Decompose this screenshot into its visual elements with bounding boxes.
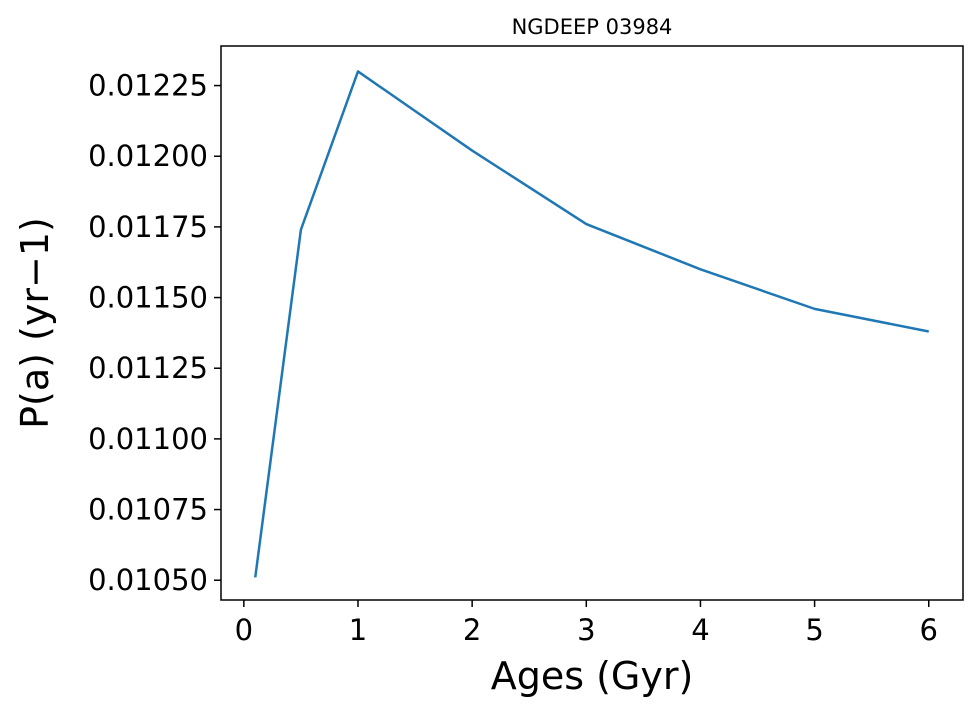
x-tick-label: 4 [691,613,709,647]
x-tick-label: 5 [805,613,823,647]
series-line [254,70,929,578]
y-tick-label: 0.01050 [88,563,208,597]
y-tick-label: 0.01150 [88,281,208,315]
y-tick-label: 0.01075 [88,493,208,527]
x-tick-label: 6 [920,613,938,647]
x-tick-label: 1 [349,613,367,647]
y-axis-label: P(a) (yr−1) [13,217,57,429]
y-tick-label: 0.01100 [88,422,208,456]
x-axis: 0 1 2 3 4 5 6 [235,600,938,647]
x-axis-label: Ages (Gyr) [491,654,694,698]
chart-title: NGDEEP 03984 [512,15,673,39]
y-tick-label: 0.01200 [88,139,208,173]
y-axis: 0.01050 0.01075 0.01100 0.01125 0.01150 0.011… [88,69,221,597]
x-tick-label: 0 [235,613,253,647]
plot-area [220,45,964,601]
x-tick-label: 3 [577,613,595,647]
y-tick-label: 0.01125 [88,351,208,385]
y-tick-label: 0.01225 [88,69,208,103]
x-tick-label: 2 [463,613,481,647]
plot-frame [220,45,964,601]
series-layer [254,70,929,578]
y-tick-label: 0.01175 [88,210,208,244]
